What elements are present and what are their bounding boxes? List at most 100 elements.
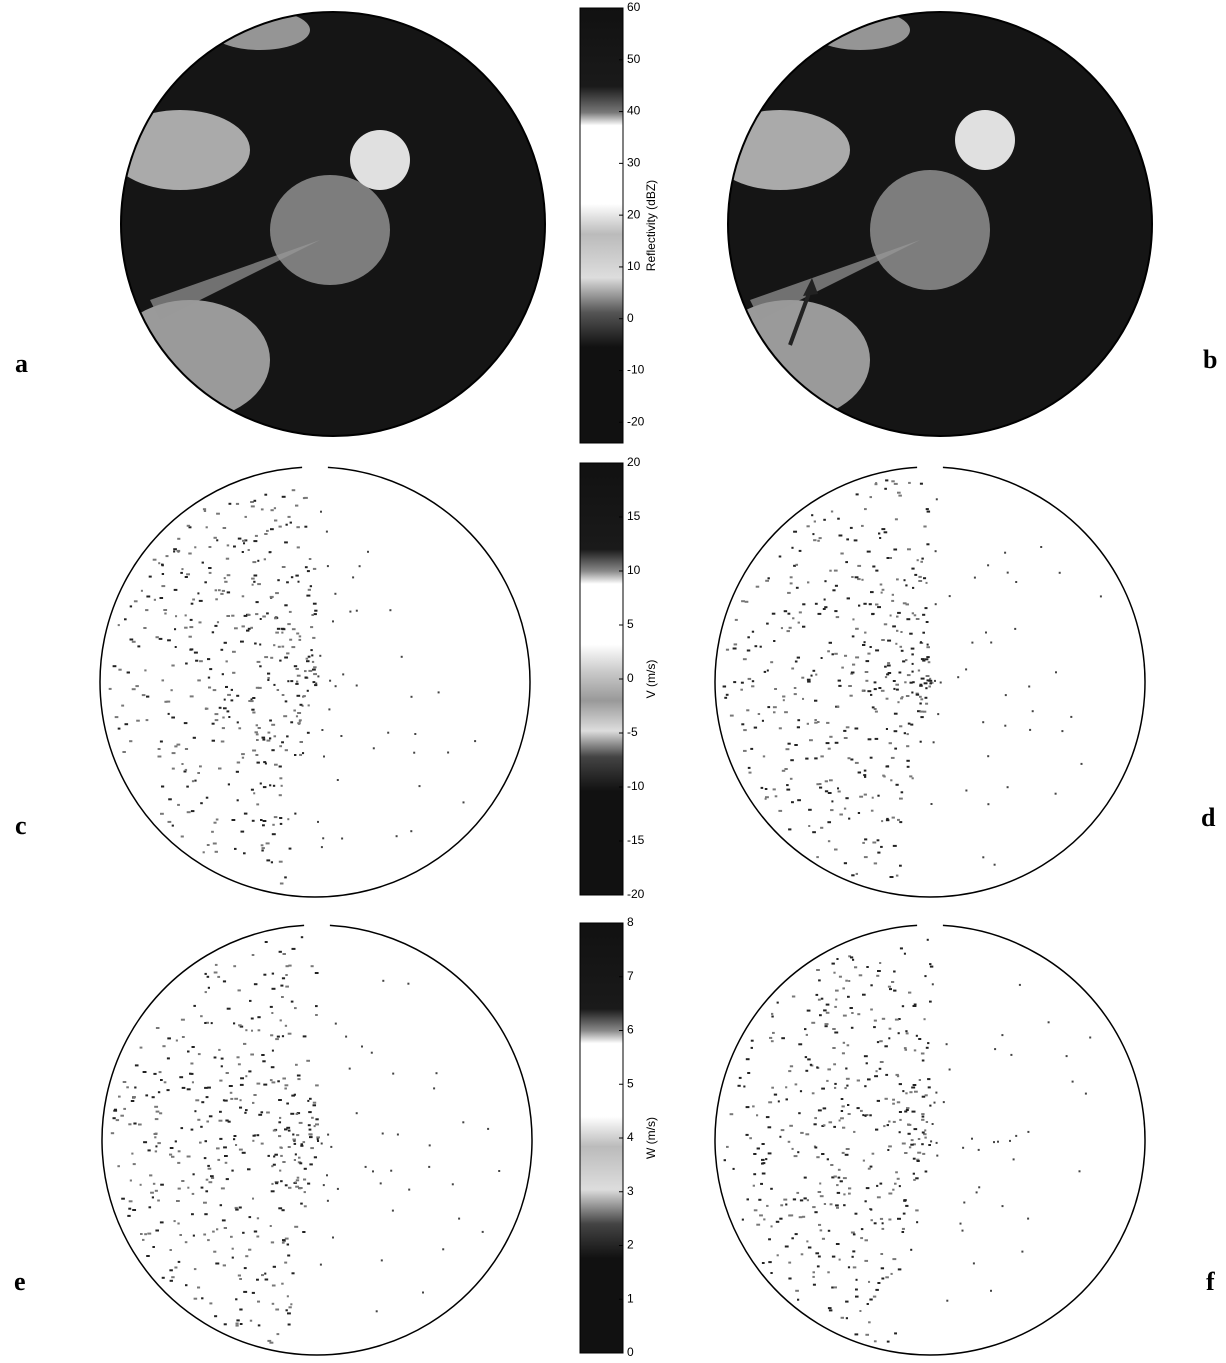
- echo-speck: [254, 575, 258, 577]
- echo-speck: [315, 1084, 319, 1086]
- echo-speck: [273, 1156, 275, 1158]
- echo-speck: [905, 1030, 907, 1032]
- echo-speck: [795, 1083, 798, 1085]
- echo-speck: [864, 776, 866, 778]
- echo-speck: [814, 722, 817, 724]
- echo-speck: [856, 1279, 858, 1281]
- echo-speck: [482, 1231, 484, 1233]
- echo-speck: [203, 1202, 207, 1204]
- echo-speck: [889, 742, 892, 744]
- echo-speck: [332, 1237, 334, 1239]
- echo-speck: [257, 661, 261, 663]
- echo-speck: [946, 1043, 948, 1045]
- echo-speck: [474, 740, 476, 742]
- echo-speck: [286, 524, 288, 526]
- echo-speck: [158, 748, 161, 750]
- echo-speck: [313, 568, 316, 570]
- echo-speck: [908, 482, 911, 484]
- echo-speck: [158, 756, 162, 758]
- echo-speck: [238, 727, 241, 729]
- echo-speck: [177, 538, 180, 540]
- echo-speck: [885, 1074, 888, 1076]
- echo-speck: [207, 976, 210, 978]
- echo-speck: [253, 1094, 256, 1096]
- echo-speck: [855, 1213, 858, 1215]
- echo-speck: [181, 1180, 184, 1182]
- echo-speck: [178, 1188, 181, 1190]
- echo-speck: [191, 1073, 194, 1075]
- echo-speck: [876, 1185, 878, 1187]
- echo-speck: [322, 837, 324, 839]
- echo-speck: [315, 1014, 318, 1016]
- echo-speck: [754, 1209, 758, 1211]
- echo-speck: [792, 996, 795, 998]
- echo-speck: [263, 974, 266, 976]
- echo-speck: [245, 1029, 247, 1031]
- echo-speck: [905, 659, 907, 661]
- echo-speck: [275, 1309, 279, 1311]
- echo-speck: [181, 568, 183, 570]
- echo-speck: [280, 985, 283, 987]
- echo-speck: [208, 987, 210, 989]
- echo-speck: [795, 1290, 799, 1292]
- echo-speck: [252, 954, 255, 956]
- echo-speck: [904, 1152, 907, 1154]
- echo-speck: [296, 633, 299, 635]
- echo-speck: [865, 1239, 868, 1241]
- echo-speck: [897, 492, 901, 494]
- echo-speck: [875, 570, 878, 572]
- echo-speck: [987, 564, 989, 566]
- echo-speck: [906, 760, 909, 762]
- echo-speck: [285, 1084, 289, 1086]
- echo-speck: [317, 675, 319, 677]
- echo-speck: [237, 762, 240, 764]
- echo-speck: [274, 617, 277, 619]
- echo-speck: [251, 578, 255, 580]
- echo-speck: [771, 1016, 773, 1018]
- echo-speck: [957, 676, 959, 678]
- echo-speck: [820, 827, 823, 829]
- echo-speck: [201, 1187, 204, 1189]
- echo-speck: [918, 576, 921, 578]
- colorbar-tick-label: -10: [627, 779, 645, 793]
- echo-speck: [149, 576, 152, 578]
- echo-speck: [809, 739, 813, 741]
- echo-speck: [860, 1110, 863, 1112]
- echo-speck: [299, 639, 302, 641]
- echo-speck: [1079, 1170, 1081, 1172]
- echo-speck: [874, 862, 877, 864]
- echo-speck: [247, 614, 250, 616]
- echo-speck: [205, 1140, 208, 1142]
- echo-speck: [195, 660, 198, 662]
- colorbar-tick-label: 20: [627, 207, 641, 221]
- echo-speck: [875, 1129, 878, 1131]
- echo-speck: [271, 1183, 273, 1185]
- echo-speck: [118, 624, 120, 626]
- echo-speck: [826, 1004, 830, 1006]
- echo-speck: [349, 1068, 351, 1070]
- colorbar: [580, 8, 623, 443]
- echo-speck: [147, 1233, 151, 1235]
- echo-speck: [282, 1078, 286, 1080]
- echo-speck: [152, 1096, 155, 1098]
- echo-speck: [856, 493, 859, 495]
- echo-speck: [212, 723, 215, 725]
- echo-speck: [283, 715, 287, 717]
- echo-speck: [888, 1037, 890, 1039]
- echo-speck: [227, 694, 231, 696]
- echo-speck: [859, 974, 863, 976]
- echo-speck: [257, 1134, 259, 1136]
- echo-speck: [924, 1018, 926, 1020]
- echo-speck: [273, 644, 275, 646]
- echo-speck: [306, 1060, 310, 1062]
- echo-speck: [131, 1100, 135, 1102]
- echo-speck: [811, 675, 813, 677]
- colorbar-tick-label: 20: [627, 455, 641, 469]
- echo-speck: [896, 875, 899, 877]
- echo-speck: [1089, 1037, 1091, 1039]
- colorbar-tick-label: 5: [627, 1076, 634, 1090]
- echo-speck: [867, 653, 870, 655]
- echo-speck: [268, 1155, 270, 1157]
- echo-speck: [159, 1112, 162, 1114]
- echo-speck: [194, 1110, 196, 1112]
